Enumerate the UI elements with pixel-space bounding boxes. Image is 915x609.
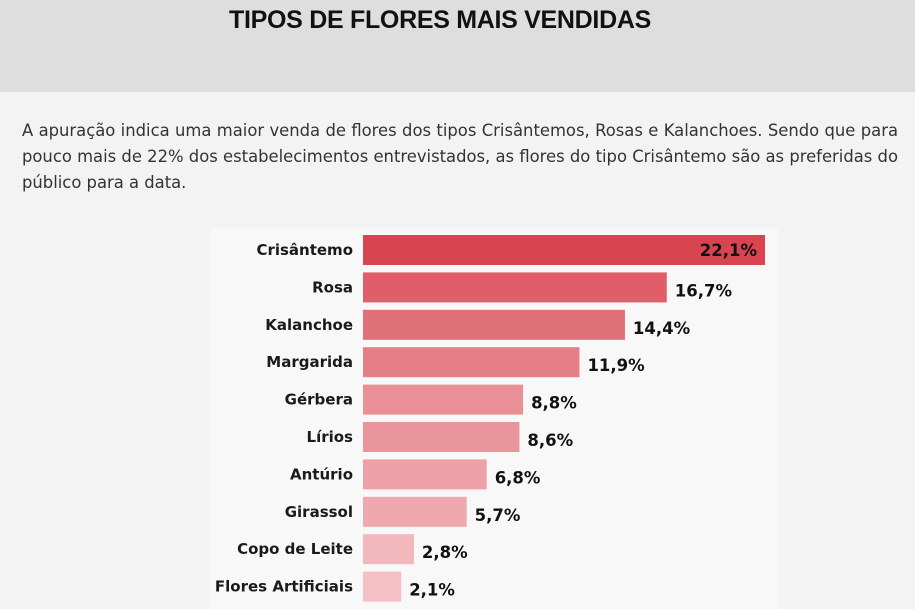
bar-8 — [363, 534, 414, 565]
value-label: 6,8% — [495, 468, 541, 487]
bar-chart: Crisântemo 22,1% Rosa 16,7% Kalanchoe 14,4% Ma… — [215, 235, 765, 602]
bar-9 — [363, 571, 402, 602]
bar-6 — [363, 459, 487, 490]
category-label: Kalanchoe — [265, 316, 353, 334]
value-label: 2,1% — [409, 581, 455, 600]
value-label: 8,8% — [531, 394, 577, 413]
bar-0 — [363, 235, 765, 265]
value-label: 11,9% — [587, 356, 645, 375]
category-label: Margarida — [266, 353, 353, 371]
page-title: TIPOS DE FLORES MAIS VENDIDAS — [229, 6, 651, 34]
header-band — [0, 0, 915, 92]
bar-7 — [363, 496, 467, 527]
value-label: 16,7% — [675, 281, 733, 300]
category-label: Antúrio — [290, 465, 353, 483]
bar-4 — [363, 384, 524, 415]
chart-panel: Crisântemo 22,1% Rosa 16,7% Kalanchoe 14,4% Ma… — [210, 229, 778, 609]
category-label: Crisântemo — [256, 241, 353, 259]
value-label: 22,1% — [700, 241, 758, 260]
intro-paragraph: A apuração indica uma maior venda de flo… — [22, 121, 898, 192]
category-label: Rosa — [312, 278, 353, 296]
category-label: Flores Artificiais — [215, 578, 353, 596]
value-label: 8,6% — [527, 431, 573, 450]
bar-2 — [363, 309, 625, 340]
bar-3 — [363, 347, 580, 378]
category-label: Lírios — [307, 428, 354, 446]
category-label: Copo de Leite — [237, 540, 353, 558]
value-label: 5,7% — [475, 506, 521, 525]
bar-1 — [363, 272, 667, 303]
value-label: 2,8% — [422, 543, 468, 562]
value-label: 14,4% — [633, 319, 691, 338]
category-label: Gérbera — [285, 391, 353, 409]
category-label: Girassol — [285, 503, 353, 521]
bar-5 — [363, 422, 520, 452]
